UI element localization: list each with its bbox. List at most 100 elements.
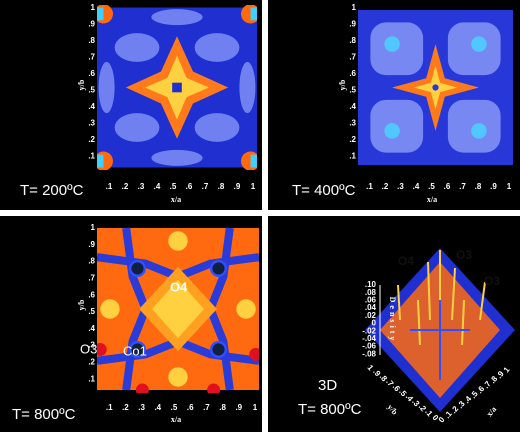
x-tick-label: .2 — [449, 404, 461, 415]
y-tick-label: .2 — [417, 402, 429, 413]
x-tick-label: .3 — [456, 399, 468, 410]
x-tick-label: .6 — [444, 182, 451, 191]
y-tick-label: .4 — [88, 102, 95, 111]
x-tick-label: .4 — [154, 403, 161, 412]
y-tick-label: .9 — [88, 240, 95, 249]
y-tick-label: .6 — [391, 382, 403, 393]
z-tick-label: -.04 — [362, 334, 376, 343]
y-tick-label: .3 — [410, 397, 422, 408]
y-tick-label: .9 — [371, 367, 383, 378]
y-tick-label: 1 — [91, 3, 96, 12]
x-tick-label: .4 — [462, 394, 474, 405]
x-tick-label: .4 — [154, 182, 161, 191]
x-tick-label: .8 — [218, 182, 225, 191]
annotation: O3 — [456, 248, 472, 262]
y-tick-label: .1 — [423, 407, 435, 418]
surface-3d — [365, 248, 515, 412]
y-tick-label: .5 — [349, 86, 356, 95]
z-tick-label: .06 — [365, 296, 377, 305]
x-axis-label: x/a — [171, 415, 181, 424]
annotation: Co1 — [123, 343, 147, 358]
x-tick-label: .6 — [475, 384, 487, 395]
density-map — [94, 228, 262, 396]
x-axis-label: x/a — [171, 195, 181, 204]
y-tick-label: .4 — [349, 102, 356, 111]
y-tick-label: .2 — [349, 135, 356, 144]
y-tick-label: .1 — [349, 152, 356, 161]
x-tick-label: .9 — [235, 403, 242, 412]
x-tick-label: .2 — [382, 182, 389, 191]
z-tick-label: -.02 — [362, 326, 376, 335]
z-tick-label: .10 — [365, 280, 377, 289]
y-axis-label: y/b — [77, 79, 86, 90]
z-tick-label: 0 — [372, 319, 377, 328]
x-tick-label: .2 — [122, 403, 129, 412]
annotation: O4 — [170, 279, 188, 294]
x-tick-label: .5 — [170, 182, 177, 191]
x-tick-label: 1 — [502, 365, 512, 375]
x-tick-label: .2 — [122, 182, 129, 191]
x-tick-label: .6 — [187, 403, 194, 412]
x-tick-label: .7 — [482, 379, 494, 390]
x-tick-label: .4 — [413, 182, 420, 191]
y-axis-label: y/b — [338, 79, 347, 90]
y-tick-label: .1 — [88, 152, 95, 161]
z-tick-label: .02 — [365, 311, 377, 320]
x-tick-label: .5 — [469, 389, 481, 400]
annotation: O3 — [484, 274, 500, 288]
x-tick-label: 0 — [437, 415, 447, 425]
density-map — [358, 10, 513, 165]
z-tick-label: .04 — [365, 303, 377, 312]
x-tick-label: .5 — [171, 403, 178, 412]
x-tick-label: .7 — [202, 182, 209, 191]
y-tick-label: .2 — [88, 358, 95, 367]
y-tick-label: .5 — [88, 307, 95, 316]
x-tick-label: .9 — [490, 182, 497, 191]
x-tick-label: .3 — [138, 403, 145, 412]
y-tick-label: .4 — [404, 392, 416, 403]
y-tick-label: .8 — [349, 36, 356, 45]
x-tick-label: .3 — [138, 182, 145, 191]
annotation: O3 — [80, 341, 97, 356]
panel-label: T= 800ºC — [12, 406, 76, 423]
x-axis-label: x/a — [427, 195, 437, 204]
panel-label: T= 400ºC — [292, 182, 356, 199]
y-tick-label: 0 — [430, 413, 440, 423]
y-tick-label: .8 — [88, 36, 95, 45]
y-tick-label: .5 — [88, 86, 95, 95]
x-tick-label: .7 — [459, 182, 466, 191]
y-tick-label: .3 — [88, 119, 95, 128]
y-tick-label: .7 — [88, 274, 95, 283]
y-tick-label: .2 — [88, 135, 95, 144]
x-tick-label: .8 — [475, 182, 482, 191]
y-tick-label: .9 — [88, 20, 95, 29]
x-tick-label: .1 — [106, 182, 113, 191]
y-tick-label: .5 — [397, 387, 409, 398]
x-tick-label: .5 — [428, 182, 435, 191]
y-tick-label: .7 — [88, 53, 95, 62]
x-tick-label: .1 — [443, 409, 455, 420]
x-tick-label: .6 — [186, 182, 193, 191]
y-tick-label: .1 — [88, 374, 95, 383]
x-tick-label: .9 — [495, 369, 507, 380]
y-axis-label: y/b — [77, 299, 86, 310]
y-tick-label: .3 — [88, 341, 95, 350]
x-tick-label: 1 — [251, 182, 256, 191]
x-tick-label: .7 — [203, 403, 210, 412]
panel-title: 3D — [318, 377, 337, 394]
y-tick-label: .3 — [349, 119, 356, 128]
y-tick-label: 1 — [365, 363, 375, 373]
panel-label: T= 800ºC — [298, 401, 362, 418]
y-tick-label: .9 — [349, 20, 356, 29]
y-tick-label: .7 — [384, 377, 396, 388]
y-tick-label: 1 — [91, 223, 96, 232]
y-tick-label: .8 — [88, 257, 95, 266]
y-tick-label: .4 — [88, 324, 95, 333]
z-tick-label: .08 — [365, 288, 377, 297]
z-tick-label: -.08 — [362, 349, 376, 358]
x-tick-label: 1 — [253, 403, 258, 412]
x-tick-label: .9 — [234, 182, 241, 191]
x-tick-label: .8 — [219, 403, 226, 412]
y-tick-label: .6 — [349, 69, 356, 78]
